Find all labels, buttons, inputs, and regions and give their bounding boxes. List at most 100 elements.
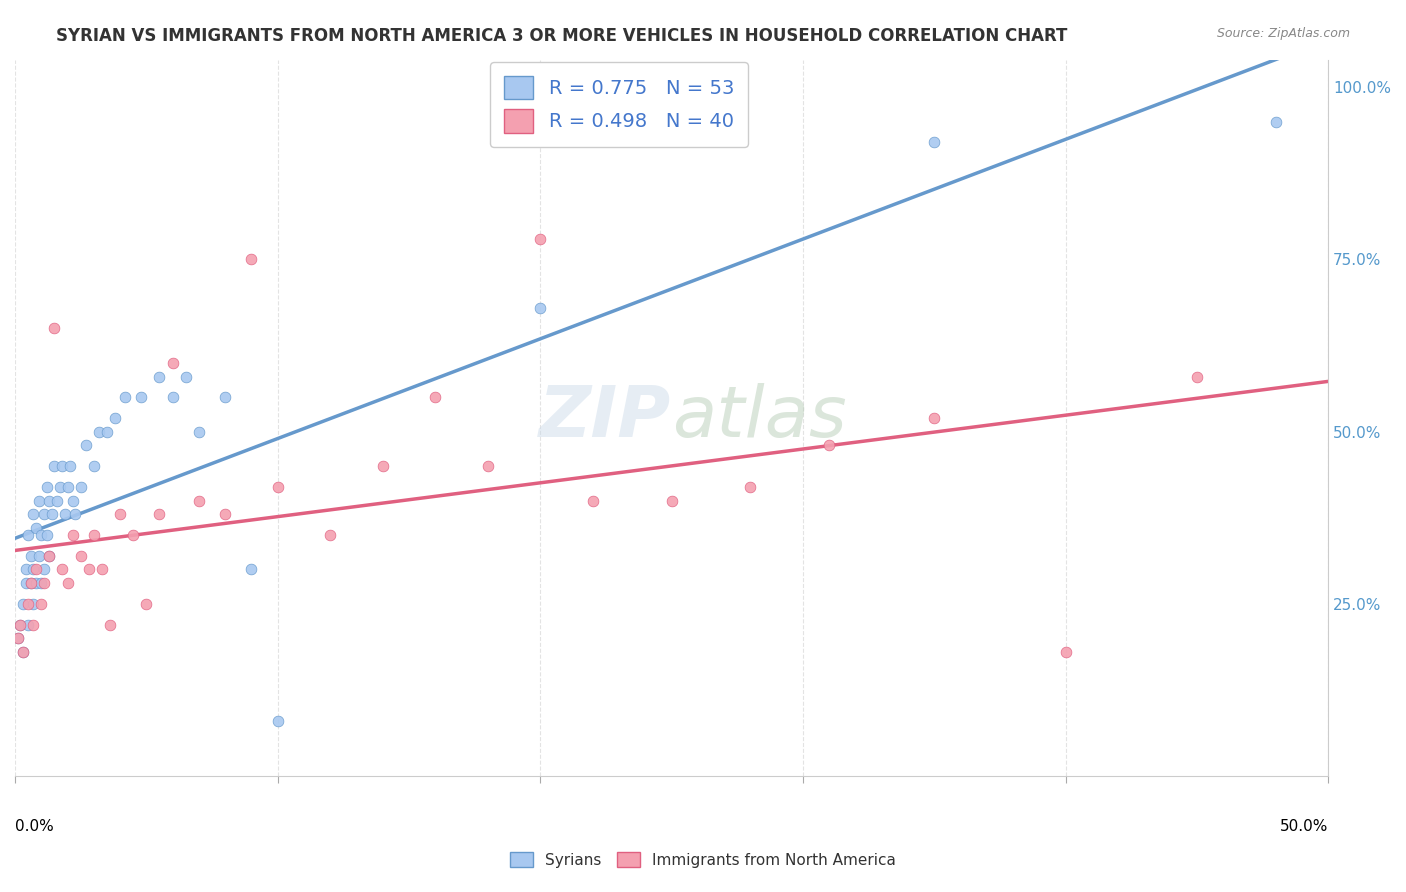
Text: Source: ZipAtlas.com: Source: ZipAtlas.com <box>1216 27 1350 40</box>
Point <box>22 617 45 632</box>
Point <box>425 390 447 404</box>
Point <box>51 562 73 576</box>
Point <box>83 528 105 542</box>
Point <box>371 459 394 474</box>
Point <box>17 617 39 632</box>
Point <box>8 617 31 632</box>
Point <box>148 508 170 522</box>
Point <box>104 410 127 425</box>
Point <box>162 356 184 370</box>
Point <box>114 390 136 404</box>
Point <box>1264 114 1286 128</box>
Point <box>11 645 34 659</box>
Point <box>35 480 58 494</box>
Point <box>90 562 112 576</box>
Point <box>83 459 105 474</box>
Point <box>38 549 60 563</box>
Point <box>148 369 170 384</box>
Point <box>22 508 45 522</box>
Point <box>32 508 55 522</box>
Point <box>14 562 37 576</box>
Point <box>129 390 152 404</box>
Point <box>38 493 60 508</box>
Point <box>69 549 91 563</box>
Point <box>108 508 131 522</box>
Point <box>98 617 121 632</box>
Point <box>25 521 48 535</box>
Point <box>922 410 945 425</box>
Point <box>174 369 197 384</box>
Point <box>240 562 263 576</box>
Point <box>75 438 97 452</box>
Point <box>65 508 87 522</box>
Point <box>35 528 58 542</box>
Point <box>22 562 45 576</box>
Point <box>740 480 762 494</box>
Point <box>32 562 55 576</box>
Point <box>56 480 79 494</box>
Text: SYRIAN VS IMMIGRANTS FROM NORTH AMERICA 3 OR MORE VEHICLES IN HOUSEHOLD CORRELAT: SYRIAN VS IMMIGRANTS FROM NORTH AMERICA … <box>56 27 1067 45</box>
Point <box>11 645 34 659</box>
Point <box>48 480 70 494</box>
Point <box>14 576 37 591</box>
Point <box>1185 369 1208 384</box>
Point <box>96 425 118 439</box>
Point <box>69 480 91 494</box>
Point <box>41 508 63 522</box>
Legend: R = 0.775   N = 53, R = 0.498   N = 40: R = 0.775 N = 53, R = 0.498 N = 40 <box>491 62 748 146</box>
Point <box>7 632 30 646</box>
Point <box>266 480 288 494</box>
Point <box>30 597 52 611</box>
Point <box>27 493 49 508</box>
Point <box>582 493 605 508</box>
Point <box>319 528 342 542</box>
Point <box>8 617 31 632</box>
Point <box>46 493 69 508</box>
Point <box>529 232 551 246</box>
Point <box>162 390 184 404</box>
Point <box>122 528 145 542</box>
Point <box>20 576 42 591</box>
Point <box>22 597 45 611</box>
Point <box>187 425 209 439</box>
Point <box>187 493 209 508</box>
Point <box>266 714 288 728</box>
Text: 50.0%: 50.0% <box>1279 819 1329 834</box>
Point <box>20 549 42 563</box>
Point <box>32 576 55 591</box>
Point <box>44 459 66 474</box>
Point <box>7 632 30 646</box>
Point <box>38 549 60 563</box>
Text: 0.0%: 0.0% <box>15 819 53 834</box>
Point <box>27 549 49 563</box>
Point <box>62 493 84 508</box>
Point <box>20 576 42 591</box>
Point <box>30 576 52 591</box>
Text: ZIP: ZIP <box>540 384 672 452</box>
Point <box>17 528 39 542</box>
Text: atlas: atlas <box>672 384 846 452</box>
Point <box>44 321 66 335</box>
Point <box>53 508 76 522</box>
Point <box>135 597 157 611</box>
Point <box>214 508 236 522</box>
Point <box>529 301 551 315</box>
Point <box>30 528 52 542</box>
Point <box>214 390 236 404</box>
Point <box>661 493 683 508</box>
Point <box>477 459 499 474</box>
Point <box>1054 645 1077 659</box>
Point <box>87 425 110 439</box>
Legend: Syrians, Immigrants from North America: Syrians, Immigrants from North America <box>502 844 904 875</box>
Point <box>51 459 73 474</box>
Point <box>25 562 48 576</box>
Point <box>240 252 263 267</box>
Point <box>77 562 100 576</box>
Point <box>25 576 48 591</box>
Point <box>818 438 841 452</box>
Point <box>17 597 39 611</box>
Point <box>922 136 945 150</box>
Point <box>59 459 82 474</box>
Point <box>56 576 79 591</box>
Point <box>62 528 84 542</box>
